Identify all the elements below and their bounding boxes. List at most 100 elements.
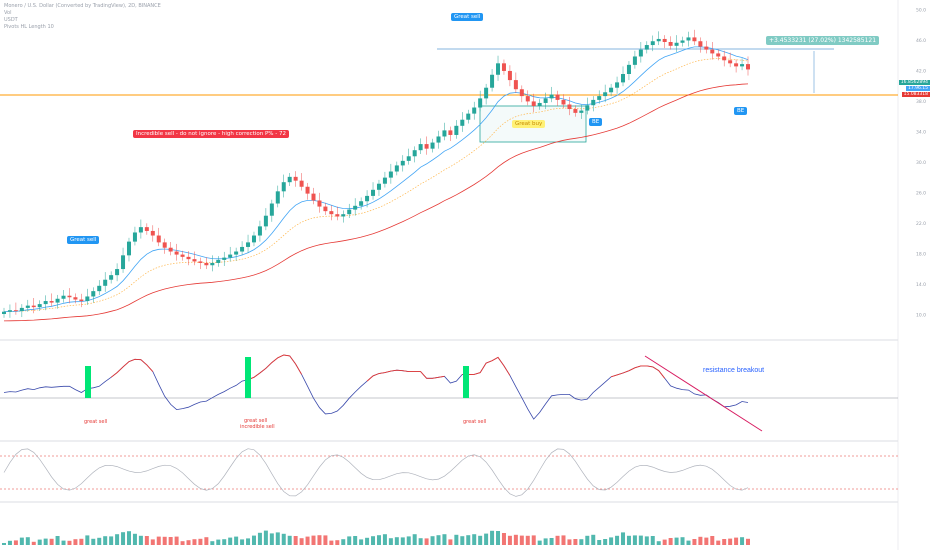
volume-bar (43, 538, 48, 545)
volume-bar (543, 538, 548, 545)
candle-body (680, 40, 685, 43)
great-sell-tag-early: Great sell (67, 236, 100, 244)
candle-body (311, 193, 316, 201)
volume-bar (85, 535, 90, 545)
candle-body (585, 105, 590, 111)
volume-bar (698, 536, 703, 545)
volume-bar (668, 538, 673, 545)
ma-red-line (3, 83, 749, 322)
candle-body (484, 87, 489, 99)
volume-bar (91, 538, 96, 545)
grid-lines (0, 0, 899, 550)
candle-body (2, 311, 6, 314)
volume-bar (317, 535, 322, 545)
candle-body (61, 295, 66, 299)
candle-body (668, 42, 673, 46)
candle-body (400, 160, 405, 166)
candle-body (507, 70, 512, 81)
volume-bar (656, 541, 661, 545)
volume-bar (37, 539, 42, 545)
candle-body (466, 113, 471, 120)
candle-body (531, 101, 536, 106)
volume-bar (537, 540, 542, 545)
volume-panel (2, 530, 750, 545)
volume-bar (632, 535, 637, 545)
volume-bar (501, 533, 506, 545)
candle-body (353, 205, 358, 210)
indicator-legend: Pivots HL Length 10 (4, 24, 54, 30)
volume-bar (216, 539, 221, 545)
candle-body (513, 80, 518, 90)
candle-body (263, 215, 268, 227)
volume-bar (418, 538, 423, 545)
candle-body (49, 301, 54, 303)
candle-body (240, 246, 245, 252)
volume-bar (573, 539, 578, 545)
volume-bar (561, 535, 566, 545)
volume-bar (299, 538, 304, 545)
price-axis-label: 50.0 (916, 8, 926, 14)
candle-body (430, 142, 435, 149)
candle-body (168, 247, 173, 252)
candle-body (91, 291, 96, 297)
volume-bar (603, 539, 608, 545)
candle-body (19, 307, 24, 311)
candle-body (138, 227, 143, 233)
volume-bar (365, 537, 370, 545)
candle-body (103, 279, 108, 286)
price-axis-label: 14.0 (916, 282, 926, 288)
price-panel (0, 29, 898, 322)
volume-bar (686, 540, 691, 545)
volume-bar (376, 535, 381, 545)
candle-body (269, 203, 274, 216)
volume-bar (329, 540, 334, 545)
volume-bar (192, 539, 197, 545)
price-axis-label: 10.0 (916, 312, 926, 318)
volume-bar (341, 539, 346, 545)
volume-bar (644, 536, 649, 545)
volume-bar (287, 535, 292, 545)
volume-bar (597, 540, 602, 545)
volume-bar (204, 537, 209, 545)
candle-body (43, 301, 48, 305)
volume-bar (359, 539, 364, 545)
candle-body (609, 87, 614, 93)
candle-body (251, 235, 256, 243)
volume-bar (382, 534, 387, 545)
candle-body (31, 305, 36, 308)
volume-bar (103, 536, 108, 545)
candle-body (597, 96, 602, 100)
volume-bar (126, 531, 131, 545)
candle-body (388, 171, 393, 178)
candle-body (728, 60, 733, 64)
volume-bar (73, 539, 78, 545)
volume-bar (460, 536, 465, 545)
great-buy-tag: Great buy (512, 120, 546, 128)
ema-blue-line (3, 46, 749, 313)
candle-body (567, 104, 572, 110)
volume-bar (638, 535, 643, 545)
osc-note-great-sell-1: great sell (84, 419, 108, 425)
price-axis: 10.0 14.0 18.0 22.0 26.0 30.0 34.0 38.0 42.0 46.0… (916, 8, 926, 319)
current-price-tag: 16.8562894 (898, 80, 930, 85)
candle-body (394, 165, 399, 172)
volume-bar (454, 534, 459, 545)
candle-body (329, 211, 334, 215)
candle-body (382, 177, 387, 184)
volume-bar (424, 538, 429, 545)
volume-bar (704, 537, 709, 545)
candle-body (150, 230, 155, 236)
candle-body (698, 41, 703, 47)
volume-bar (412, 534, 417, 545)
candle-body (305, 186, 310, 194)
candle-body (7, 310, 12, 312)
volume-bar (222, 539, 227, 545)
volume-bar (496, 531, 501, 545)
volume-bar (388, 538, 393, 545)
volume-bar (674, 537, 679, 545)
volume-bar (519, 535, 524, 545)
price-axis-label: 46.0 (916, 38, 926, 44)
volume-bar (2, 543, 6, 545)
candle-body (496, 63, 501, 75)
